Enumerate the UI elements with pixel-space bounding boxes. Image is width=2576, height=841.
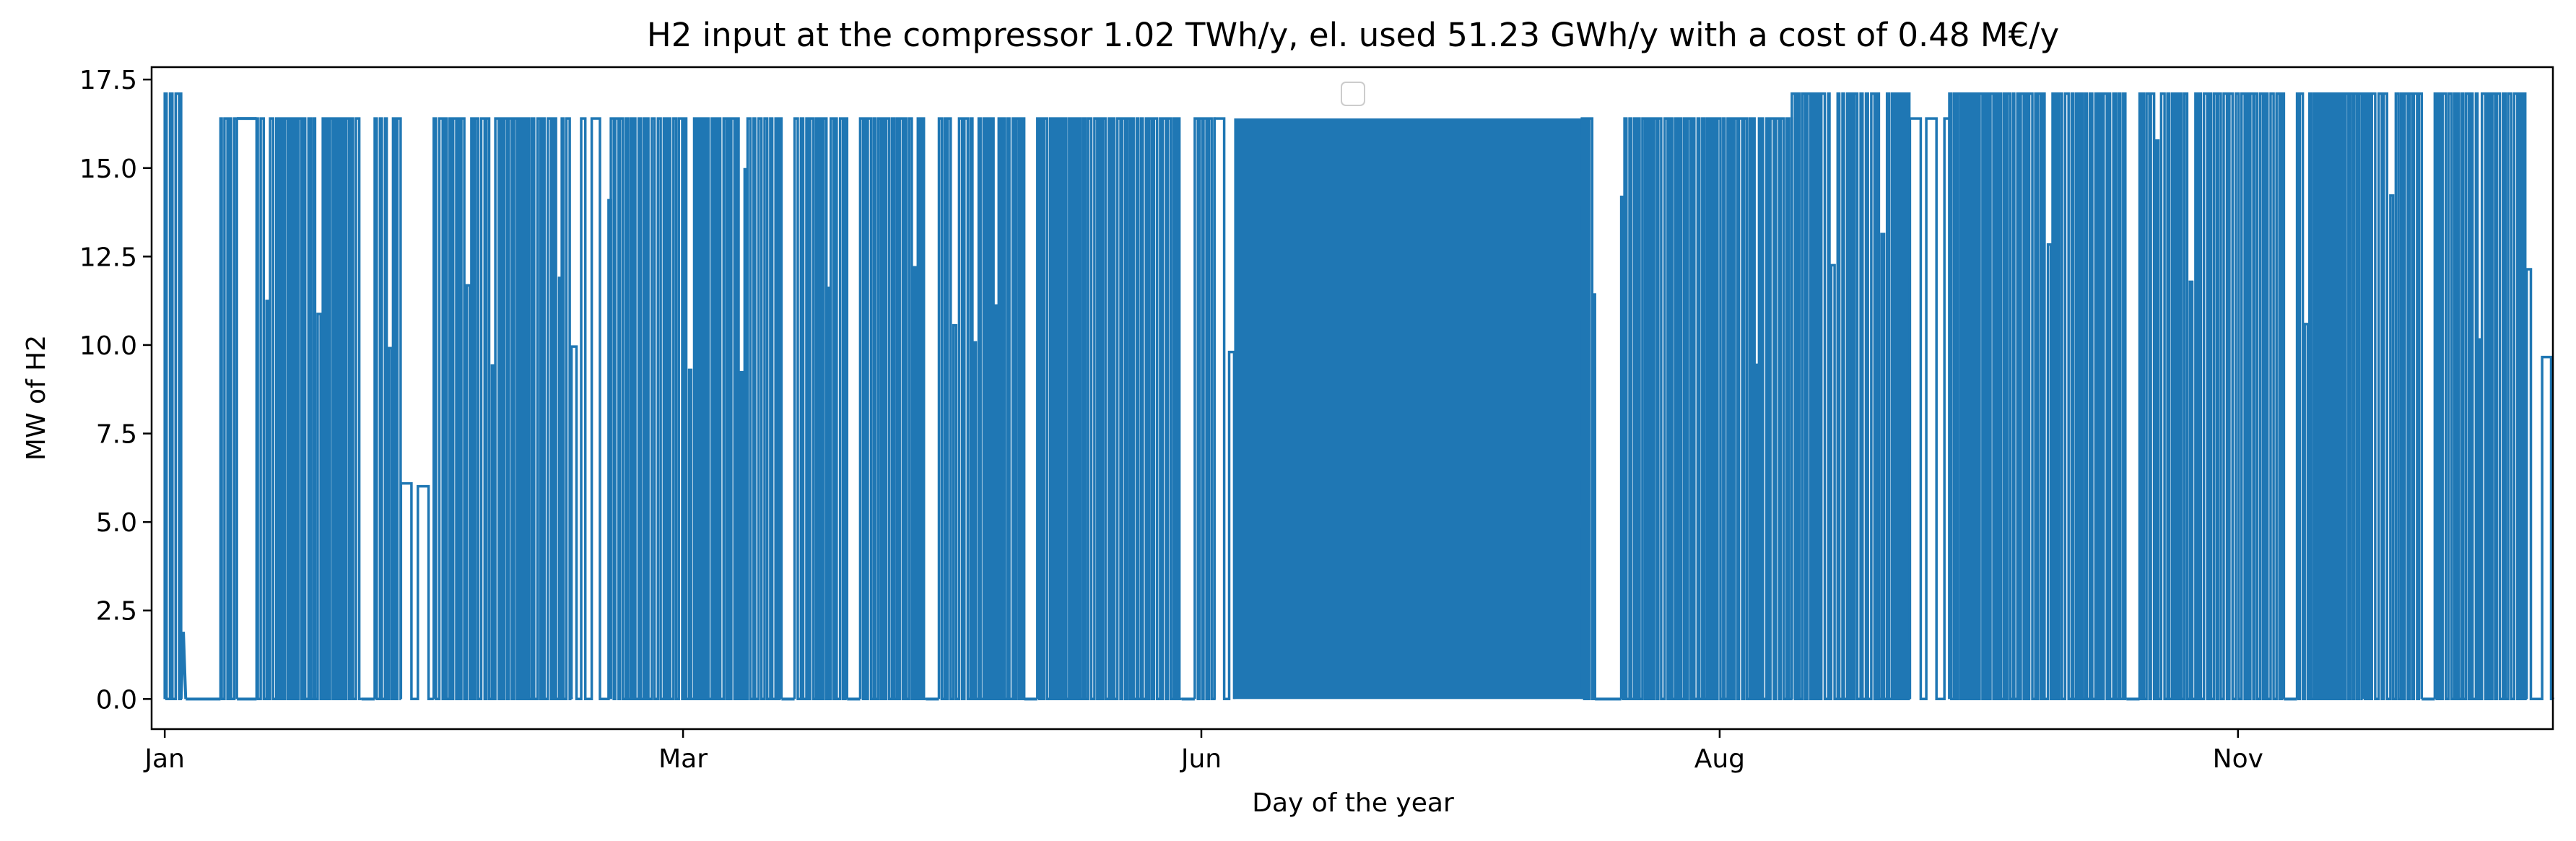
x-tick-label: Jun	[1180, 744, 1222, 774]
series-segment-22	[1213, 117, 1236, 701]
plot-frame	[150, 66, 2554, 731]
series-segment-3	[219, 117, 238, 701]
series-segment-0	[163, 92, 183, 701]
y-axis: 0.0 2.5 5.0 7.5 10.0 12.5 15.0 17.5	[79, 66, 152, 715]
y-tick-label: 2.5	[96, 597, 137, 627]
series-segment-21	[1193, 117, 1216, 701]
series-segment-17	[937, 117, 1026, 701]
series-segment-5	[255, 117, 363, 701]
series-segment-11	[609, 117, 783, 701]
series-segment-27	[1790, 92, 1911, 701]
y-tick-label: 17.5	[79, 66, 137, 95]
x-tick-label: Jan	[143, 744, 185, 774]
series-segment-26	[1619, 117, 1793, 701]
series-segment-28	[1908, 117, 1951, 701]
y-axis-label: MW of H2	[22, 335, 51, 461]
x-tick-label: Nov	[2213, 744, 2263, 774]
series-segment-24	[1580, 117, 1596, 701]
y-tick-label: 0.0	[96, 685, 137, 715]
y-tick-label: 10.0	[79, 331, 137, 361]
series-segment-8	[399, 481, 435, 701]
y-tick-label: 5.0	[96, 508, 137, 538]
series-segment-29	[1948, 92, 2128, 701]
series-segment-10	[570, 117, 612, 701]
x-axis-label: Day of the year	[1252, 788, 1454, 818]
x-tick-label: Mar	[658, 744, 708, 774]
series-segment-1	[179, 632, 188, 700]
y-tick-label: 7.5	[96, 420, 137, 450]
series-line	[163, 92, 2554, 701]
series-segment-33	[2295, 92, 2364, 701]
plot-area	[152, 67, 2554, 729]
series-segment-9	[432, 117, 573, 701]
series-segment-19	[1036, 117, 1183, 701]
series-segment-15	[858, 117, 927, 701]
series-segment-36	[2433, 92, 2528, 701]
series-segment-7	[373, 117, 402, 701]
series-segment-34	[2361, 92, 2424, 701]
y-tick-label: 12.5	[79, 243, 137, 272]
y-tick-label: 15.0	[79, 154, 137, 184]
series-segment-23	[1234, 118, 1583, 700]
chart-title: H2 input at the compressor 1.02 TWh/y, e…	[647, 16, 2059, 54]
series-segment-13	[793, 117, 849, 701]
x-axis: Jan Mar Jun Aug Nov	[143, 729, 2263, 774]
x-tick-label: Aug	[1694, 744, 1745, 774]
series-segment-31	[2138, 92, 2286, 701]
legend-box	[1341, 82, 1365, 106]
legend	[1341, 82, 1365, 106]
